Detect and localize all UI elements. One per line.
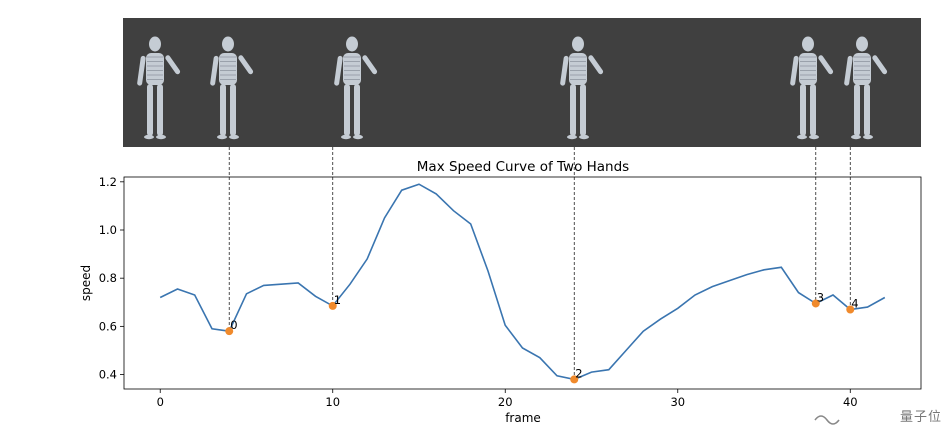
x-axis-ticks: 0 10 20 30 40 bbox=[157, 389, 858, 409]
figure-torso bbox=[343, 53, 361, 85]
figure-torso bbox=[853, 53, 871, 85]
speed-series-line bbox=[159, 183, 886, 381]
figure-left-arm bbox=[210, 55, 219, 86]
y-tick-label: 1.0 bbox=[99, 223, 117, 237]
figure-head bbox=[856, 36, 868, 52]
figure-head bbox=[346, 36, 358, 52]
figure-left-leg bbox=[570, 84, 576, 136]
figure-right-foot bbox=[353, 134, 363, 140]
figure-right-leg bbox=[354, 84, 360, 136]
keyframe-label: 0 bbox=[230, 318, 237, 332]
figure-right-arm bbox=[872, 55, 888, 75]
figure-right-foot bbox=[863, 134, 873, 140]
y-tick-label: 0.6 bbox=[99, 319, 117, 333]
plot-frame bbox=[123, 176, 922, 390]
figure-left-arm bbox=[844, 55, 853, 86]
figure-right-arm bbox=[165, 55, 181, 75]
figure-torso bbox=[569, 53, 587, 85]
keyframe-label: 3 bbox=[817, 290, 824, 304]
figure-left-foot bbox=[851, 134, 861, 140]
figure-head bbox=[149, 36, 161, 52]
figure-right-leg bbox=[157, 84, 163, 136]
figure-right-leg bbox=[580, 84, 586, 136]
x-tick-label: 30 bbox=[670, 395, 685, 409]
keyframe-markers: 0 1 2 3 4 bbox=[225, 290, 859, 384]
figure-head bbox=[222, 36, 234, 52]
keyframe-label: 4 bbox=[851, 297, 858, 311]
figure-right-leg bbox=[864, 84, 870, 136]
humanoid-figure bbox=[560, 36, 604, 140]
keyframe-label: 1 bbox=[334, 293, 341, 307]
humanoid-figure bbox=[790, 36, 834, 140]
keyframe-connectors bbox=[228, 147, 851, 380]
figure-left-arm bbox=[137, 55, 146, 86]
keyframe-point bbox=[225, 327, 234, 336]
keyframe-point bbox=[846, 305, 855, 314]
figure-torso bbox=[219, 53, 237, 85]
humanoid-figure bbox=[844, 36, 888, 140]
humanoid-figure bbox=[210, 36, 254, 140]
figure-right-foot bbox=[156, 134, 166, 140]
figure-torso bbox=[146, 53, 164, 85]
figure-right-foot bbox=[809, 134, 819, 140]
figure-left-leg bbox=[344, 84, 350, 136]
figure-right-leg bbox=[230, 84, 236, 136]
figure-head bbox=[802, 36, 814, 52]
keyframe-point bbox=[328, 301, 337, 310]
figure-left-foot bbox=[567, 134, 577, 140]
figure-right-arm bbox=[238, 55, 254, 75]
figure-head bbox=[572, 36, 584, 52]
x-tick-label: 40 bbox=[843, 395, 858, 409]
humanoid-figure bbox=[334, 36, 378, 140]
y-axis-label: speed bbox=[79, 265, 93, 301]
figure-right-arm bbox=[818, 55, 834, 75]
figure-left-arm bbox=[560, 55, 569, 86]
figure-left-foot bbox=[341, 134, 351, 140]
figure-left-arm bbox=[790, 55, 799, 86]
x-tick-label: 10 bbox=[325, 395, 340, 409]
figure-left-arm bbox=[334, 55, 343, 86]
figure-right-foot bbox=[579, 134, 589, 140]
figure-left-foot bbox=[217, 134, 227, 140]
y-tick-label: 0.4 bbox=[99, 368, 117, 382]
humanoid-figure bbox=[137, 36, 181, 140]
figure-left-leg bbox=[800, 84, 806, 136]
figure-right-arm bbox=[362, 55, 378, 75]
y-tick-label: 0.8 bbox=[99, 271, 117, 285]
y-axis-ticks: 0.4 0.6 0.8 1.0 1.2 bbox=[99, 175, 124, 382]
figure-left-foot bbox=[144, 134, 154, 140]
figure-left-foot bbox=[797, 134, 807, 140]
y-tick-label: 1.2 bbox=[99, 175, 117, 189]
figure-torso bbox=[799, 53, 817, 85]
figure-right-leg bbox=[810, 84, 816, 136]
pose-panel bbox=[123, 18, 921, 147]
keyframe-label: 2 bbox=[575, 366, 582, 380]
figure-left-leg bbox=[854, 84, 860, 136]
figure-right-foot bbox=[229, 134, 239, 140]
watermark-text: 量子位 bbox=[899, 410, 942, 425]
figure-right-arm bbox=[588, 55, 604, 75]
watermark-logo-icon bbox=[814, 415, 840, 425]
x-axis-label: frame bbox=[505, 411, 541, 425]
chart-title: Max Speed Curve of Two Hands bbox=[417, 159, 629, 175]
x-tick-label: 20 bbox=[498, 395, 513, 409]
keyframe-point bbox=[570, 375, 579, 384]
figure-left-leg bbox=[147, 84, 153, 136]
figure-left-leg bbox=[220, 84, 226, 136]
keyframe-point bbox=[811, 299, 820, 308]
x-tick-label: 0 bbox=[157, 395, 164, 409]
pose-figures bbox=[137, 36, 888, 140]
